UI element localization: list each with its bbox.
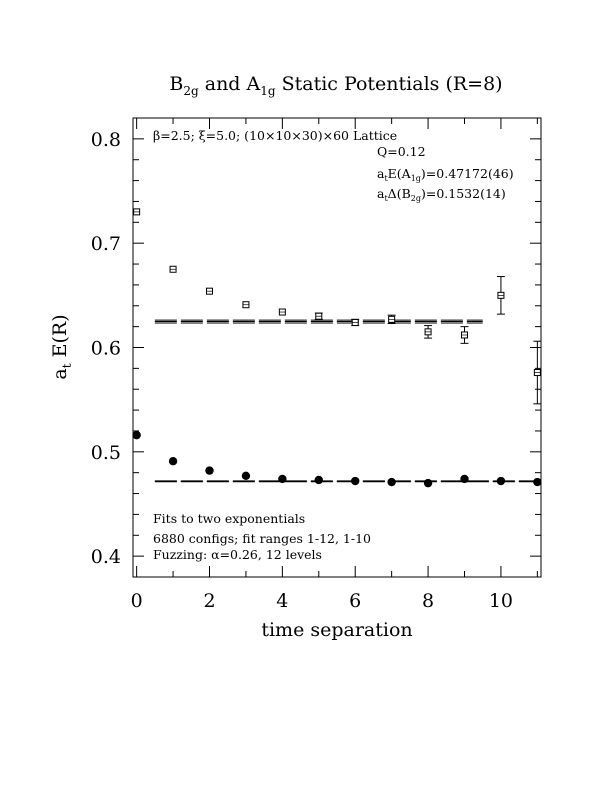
fit-lines	[154, 319, 538, 483]
data-point	[460, 474, 469, 484]
x-tick-label: 4	[276, 590, 288, 612]
fits-annotation: Fits to two exponentials	[153, 511, 305, 526]
data-point	[351, 476, 360, 486]
series-A1g	[132, 430, 542, 488]
configs-annotation: 6880 configs; fit ranges 1-12, 1-10	[153, 531, 371, 546]
a1g-energy-annotation: atE(A1g)=0.47172(46)	[377, 166, 514, 183]
data-point	[496, 476, 506, 486]
lattice-annotation: β=2.5; ξ=5.0; (10×10×30)×60 Lattice	[153, 128, 397, 143]
data-point	[278, 474, 287, 484]
series-B2g	[133, 208, 542, 405]
y-tick-label: 0.6	[91, 338, 121, 360]
q-annotation: Q=0.12	[377, 144, 426, 159]
data-point	[387, 477, 396, 487]
data-point	[132, 430, 141, 440]
y-tick-label: 0.7	[91, 233, 121, 255]
data-series	[132, 208, 542, 488]
x-tick-label: 6	[349, 590, 361, 612]
x-axis-label: time separation	[261, 619, 412, 641]
x-tick-label: 2	[203, 590, 215, 612]
data-point	[168, 457, 178, 466]
chart-title: B2g and A1g Static Potentials (R=8)	[169, 73, 502, 98]
data-point	[533, 477, 542, 487]
x-tick-label: 0	[131, 590, 143, 612]
y-tick-label: 0.4	[91, 546, 121, 568]
data-point	[241, 471, 251, 481]
x-tick-labels: 0 2 4 6 8 10	[131, 590, 513, 612]
y-tick-label: 0.8	[91, 129, 121, 151]
data-point	[423, 478, 433, 488]
y-tick-label: 0.5	[91, 442, 121, 464]
x-tick-label: 10	[489, 590, 513, 612]
b2g-gap-annotation: atΔ(B2g)=0.1532(14)	[377, 186, 506, 203]
x-tick-label: 8	[422, 590, 434, 612]
fuzzing-annotation: Fuzzing: α=0.26, 12 levels	[153, 547, 322, 562]
y-axis-label: at E(R)	[49, 314, 74, 379]
data-point	[314, 475, 323, 485]
axis-ticks	[133, 117, 541, 578]
y-tick-labels: 0.4 0.5 0.6 0.7 0.8	[91, 129, 121, 568]
data-point	[205, 466, 214, 475]
